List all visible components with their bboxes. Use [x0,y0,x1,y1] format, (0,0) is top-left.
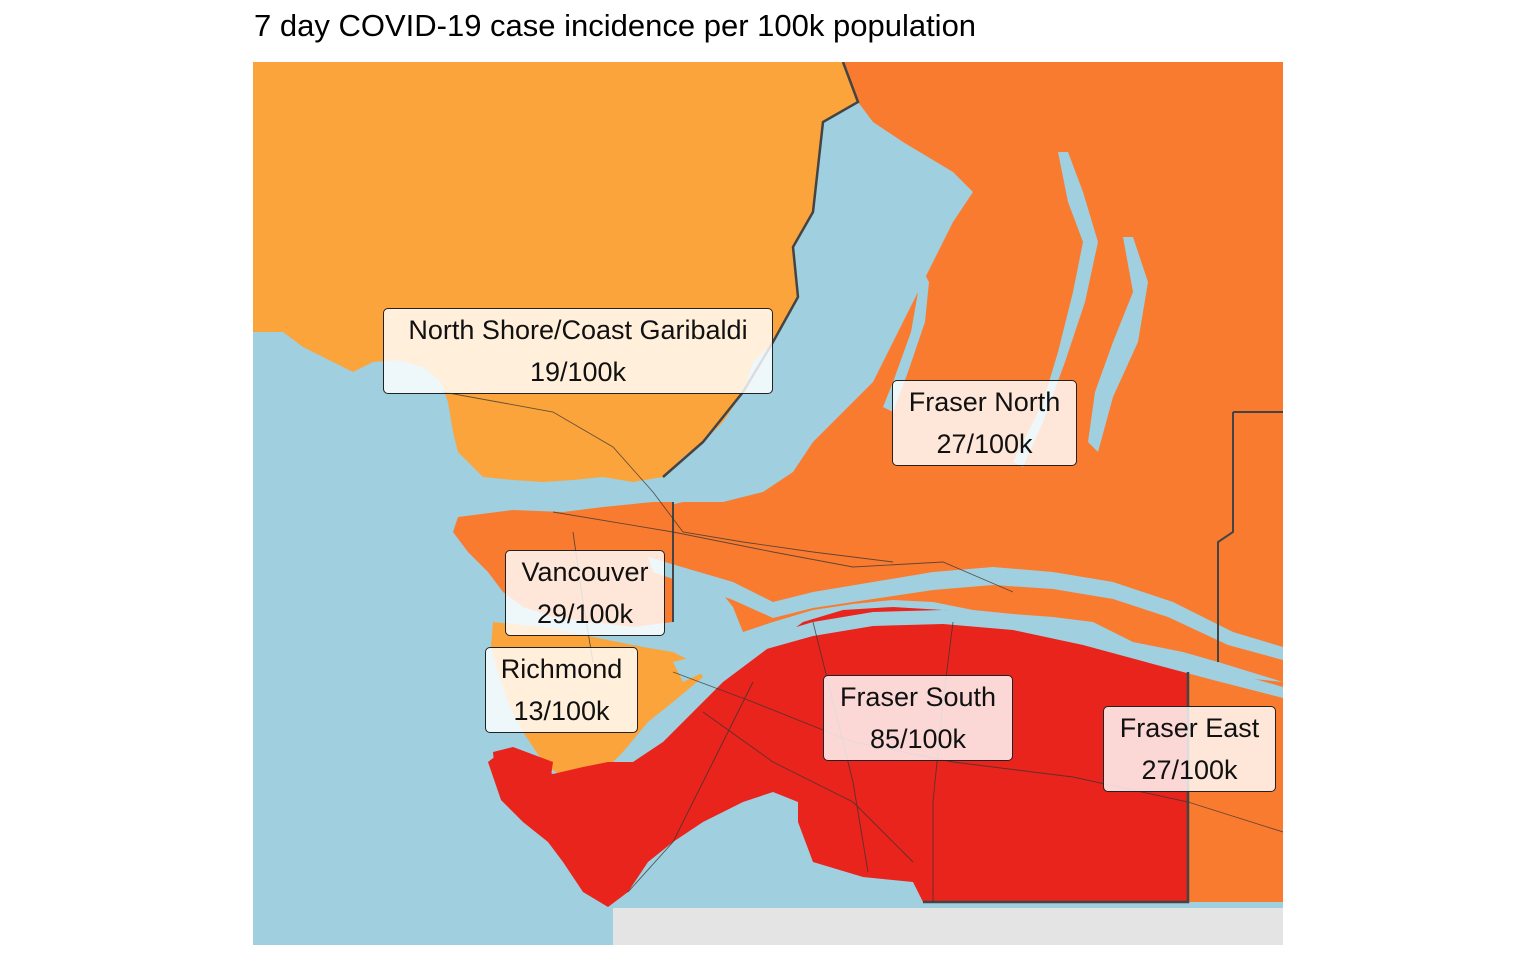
tsawwassen-peninsula [493,747,553,802]
region-name: North Shore/Coast Garibaldi [408,315,748,345]
region-name: Richmond [500,654,623,684]
region-name: Fraser South [839,682,997,712]
label-fraser-east: Fraser East 27/100k [1103,706,1276,792]
road-lines [442,391,1283,902]
label-richmond: Richmond 13/100k [485,647,638,733]
us-land [613,908,1283,945]
label-north-shore: North Shore/Coast Garibaldi 19/100k [383,308,773,394]
region-rate: 29/100k [536,599,634,629]
label-vancouver: Vancouver 29/100k [505,550,665,636]
region-fraser-north [648,62,1283,682]
region-rate: 27/100k [1141,755,1238,785]
region-name: Vancouver [521,557,649,587]
region-name: Fraser North [908,387,1061,417]
label-fraser-north: Fraser North 27/100k [892,380,1077,466]
region-name: Fraser East [1119,713,1260,743]
region-rate: 27/100k [936,429,1033,459]
region-rate: 13/100k [513,696,610,726]
region-rate: 85/100k [869,724,967,754]
region-rate: 19/100k [529,357,627,387]
page-title: 7 day COVID-19 case incidence per 100k p… [254,8,977,43]
label-fraser-south: Fraser South 85/100k [823,675,1013,761]
island-west [278,157,453,337]
map-canvas [253,62,1283,945]
river-channels [453,152,1283,698]
